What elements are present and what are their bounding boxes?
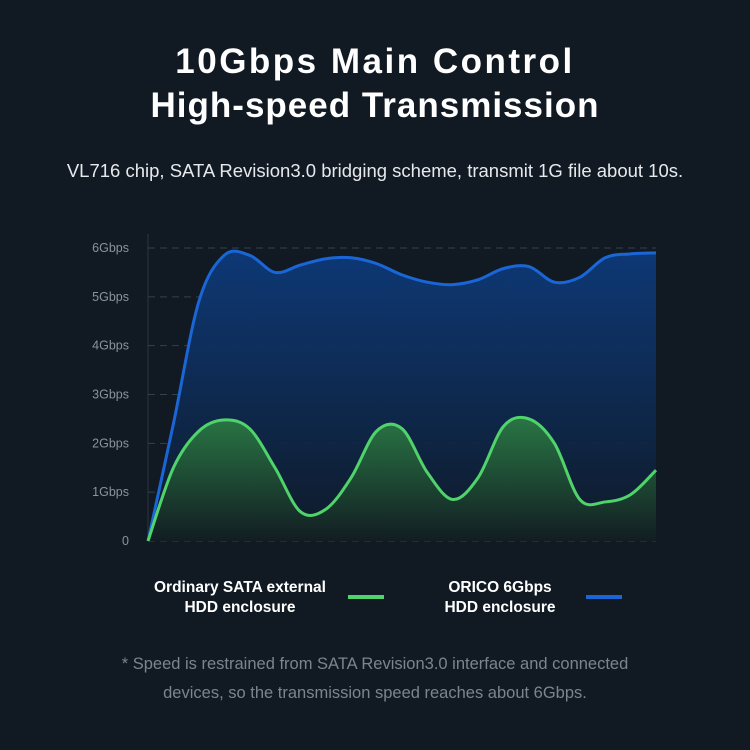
y-tick-label: 6Gbps [92,241,129,255]
title-line-1: 10Gbps Main Control [175,42,575,81]
legend-green-label-2: HDD enclosure [184,599,296,616]
y-tick-label: 3Gbps [92,388,129,402]
series-area-ordinary-sata [148,417,656,541]
legend-green-label-1: Ordinary SATA external [154,579,326,596]
footnote: * Speed is restrained from SATA Revision… [60,650,690,708]
title-line-2: High-speed Transmission [150,86,600,125]
legend-blue-label-1: ORICO 6Gbps [448,579,552,596]
legend-blue-swatch [586,595,622,599]
y-tick-label: 2Gbps [92,436,129,450]
y-tick-label: 1Gbps [92,485,129,499]
footnote-line-2: devices, so the transmission speed reach… [163,684,587,702]
y-tick-label: 5Gbps [92,290,129,304]
y-tick-label: 0 [122,534,129,548]
legend-green: Ordinary SATA external HDD enclosure [140,578,340,618]
legend-green-swatch [348,595,384,599]
subtitle: VL716 chip, SATA Revision3.0 bridging sc… [66,160,684,181]
footnote-line-1: * Speed is restrained from SATA Revision… [121,655,629,673]
y-tick-label: 4Gbps [92,339,129,353]
legend-blue-label-2: HDD enclosure [444,599,556,616]
legend-blue: ORICO 6Gbps HDD enclosure [430,578,570,618]
series-line-ordinary-sata [146,415,658,542]
series-line-orico [146,249,657,542]
